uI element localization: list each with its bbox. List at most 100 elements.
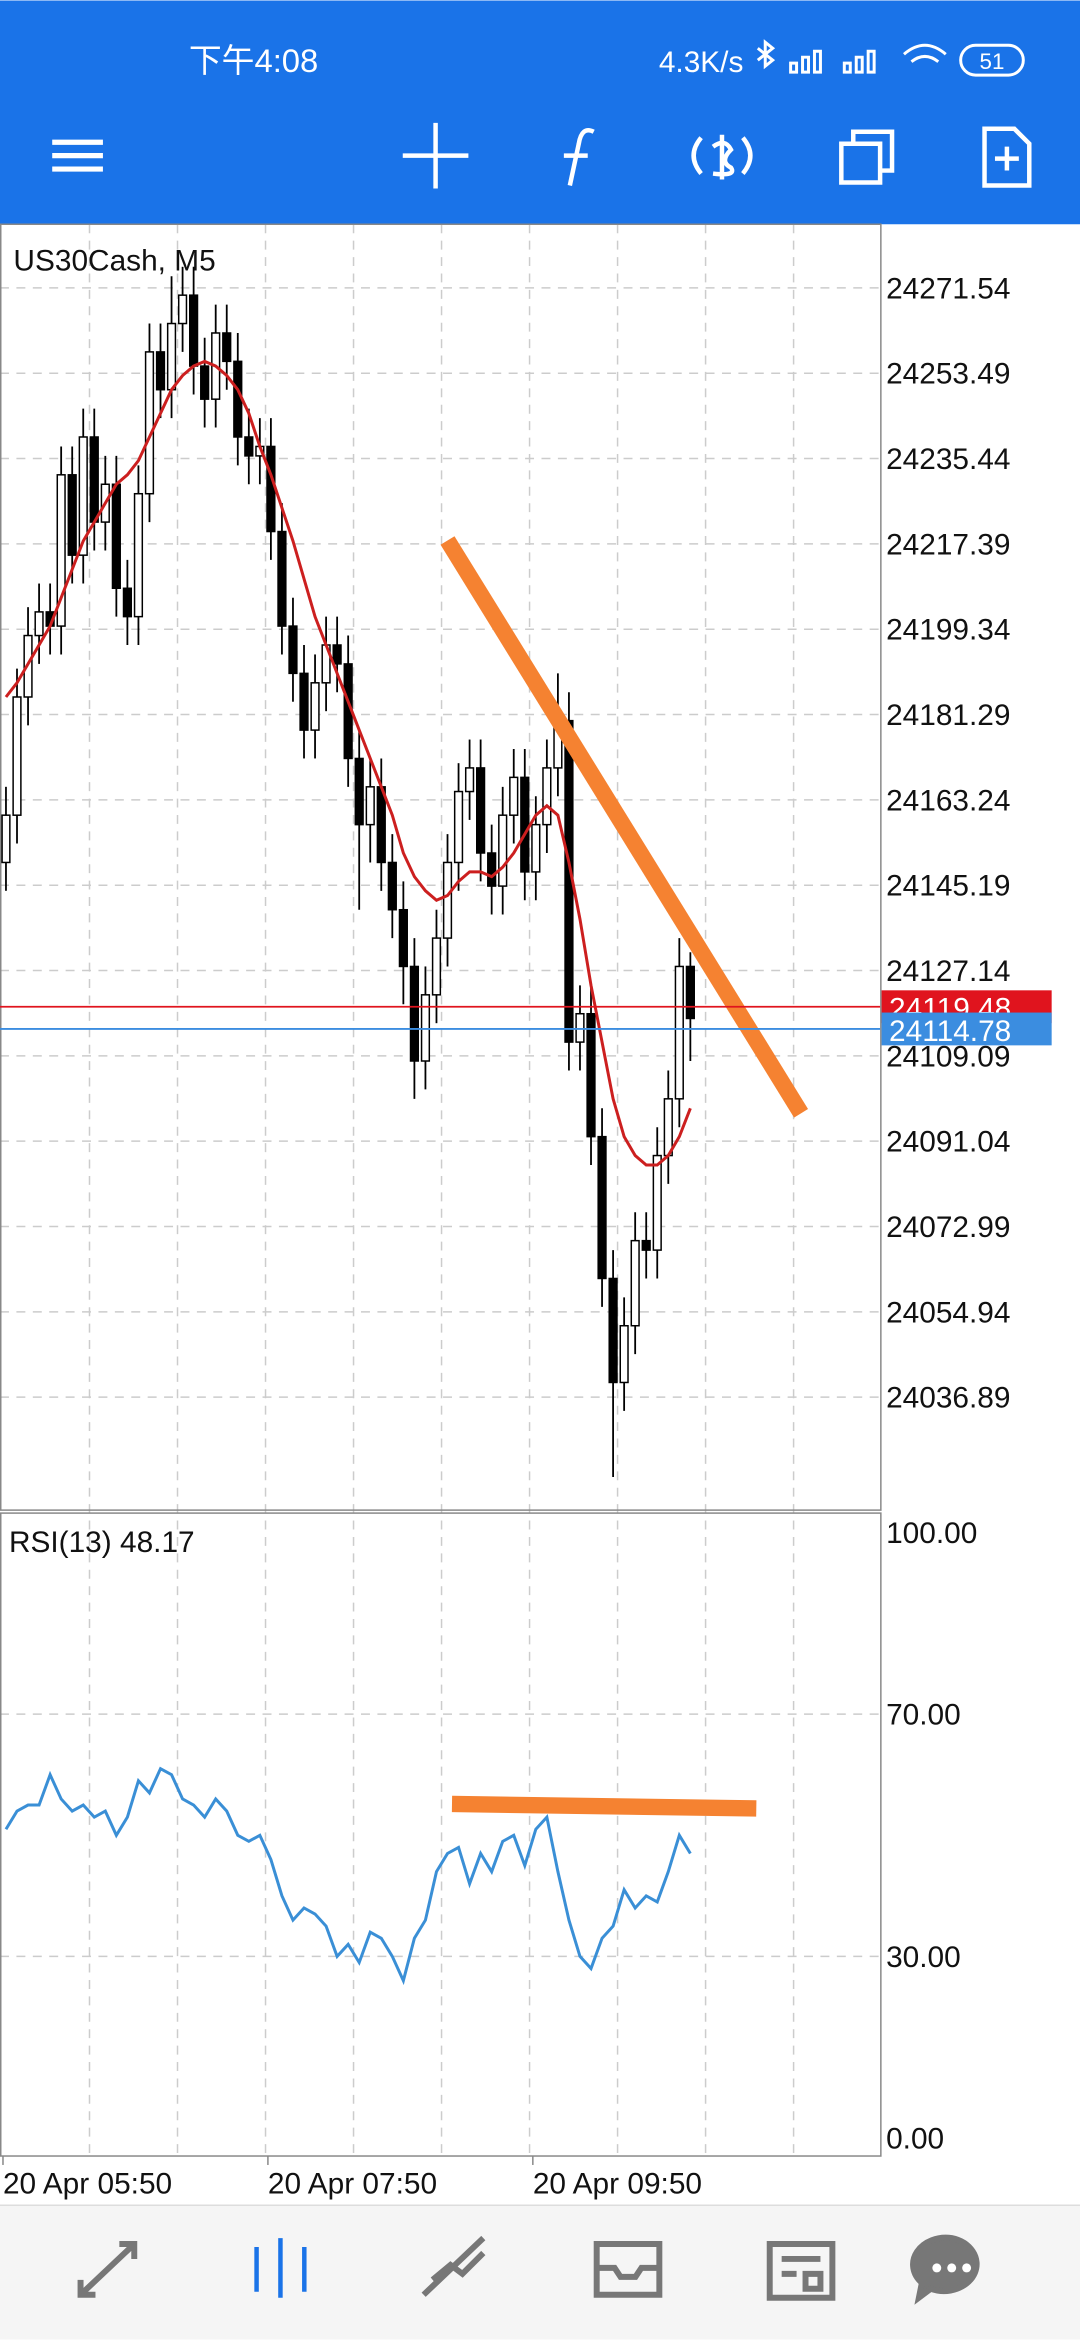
candle-body <box>685 965 695 1020</box>
symbol-label: US30Cash, M5 <box>13 244 215 277</box>
rsi-line <box>4 1766 692 1986</box>
toolbar <box>52 122 1032 189</box>
rsi-pane <box>0 1512 882 2157</box>
y-tick-label: 24145.19 <box>886 870 1010 903</box>
candle-body <box>277 530 287 627</box>
y-tick-label: 24217.39 <box>886 528 1010 561</box>
nav-chart[interactable] <box>254 2238 307 2298</box>
candle-body <box>111 483 121 590</box>
candle-body <box>542 767 552 826</box>
candle-body <box>56 474 66 627</box>
battery-level: 51 <box>980 49 1005 74</box>
candle-body <box>608 1277 618 1384</box>
candle-body <box>520 776 530 873</box>
rsi-tick-label: 30.00 <box>886 1941 961 1974</box>
candle-body <box>155 351 166 391</box>
candle-body <box>78 436 88 556</box>
candle-body <box>630 1239 640 1327</box>
y-tick-label: 24036.89 <box>886 1382 1010 1415</box>
candle-body <box>34 611 44 637</box>
candle-body <box>442 861 453 939</box>
y-tick-label: 24199.34 <box>886 614 1010 647</box>
menu-button[interactable] <box>52 139 103 172</box>
candle-body <box>299 672 309 731</box>
nav-history[interactable] <box>593 2241 663 2298</box>
nav-quotes[interactable] <box>77 2241 138 2298</box>
candle-body <box>431 937 442 996</box>
candle-body <box>200 365 210 400</box>
candle-body <box>575 1012 585 1043</box>
candle-body <box>674 965 684 1100</box>
rsi-tick-label: 0.00 <box>886 2123 944 2156</box>
candle-body <box>641 1239 651 1251</box>
status-speed: 4.3K/s <box>659 46 744 79</box>
ask-label: 24114.78 <box>889 1015 1011 1048</box>
nav-news[interactable] <box>766 2241 836 2301</box>
candle-body <box>188 294 199 367</box>
candle-body <box>619 1324 629 1384</box>
status-time: 下午4:08 <box>189 42 318 79</box>
candle-body <box>166 322 177 391</box>
windows-button[interactable] <box>839 129 895 185</box>
bottom-nav <box>0 2205 1080 2340</box>
candle-body <box>177 294 188 325</box>
rsi-label: RSI(13) 48.17 <box>9 1526 195 1559</box>
candle-body <box>288 625 298 675</box>
candle-body <box>420 994 431 1062</box>
nav-chat[interactable] <box>910 2234 980 2305</box>
candle-body <box>652 1154 662 1251</box>
y-tick-label: 24181.29 <box>886 699 1010 732</box>
x-tick-label: 20 Apr 05:50 <box>3 2167 172 2200</box>
candle-body <box>332 644 342 665</box>
candle-body <box>233 360 243 438</box>
y-tick-label: 24072.99 <box>886 1211 1010 1244</box>
candle-body <box>487 852 497 887</box>
y-tick-label: 24054.94 <box>886 1296 1010 1329</box>
trend-line <box>440 536 809 1118</box>
candle-body <box>122 587 133 618</box>
candle-body <box>509 776 519 816</box>
candle-body <box>597 1135 607 1280</box>
candle-body <box>133 492 144 618</box>
app-bar <box>0 0 1080 225</box>
status-icons <box>756 39 947 74</box>
indicators-button[interactable] <box>563 128 595 186</box>
candle-body <box>376 786 386 864</box>
y-tick-label: 24127.14 <box>886 955 1010 988</box>
nav-trade[interactable] <box>421 2235 486 2297</box>
new-order-button[interactable] <box>982 126 1032 188</box>
trade-button[interactable] <box>691 134 753 180</box>
candle-body <box>531 823 541 873</box>
nav-icons <box>77 2234 980 2305</box>
candle-body <box>1 814 11 864</box>
candle-body <box>222 332 232 363</box>
candle-body <box>663 1098 673 1157</box>
candle-body <box>498 814 508 887</box>
rsi-trend-line <box>451 1795 757 1817</box>
x-tick-label: 20 Apr 07:50 <box>268 2167 437 2200</box>
candle-body <box>586 1012 596 1138</box>
candle-body <box>354 757 364 826</box>
candle-body <box>464 767 475 793</box>
y-tick-label: 24091.04 <box>886 1126 1010 1159</box>
chat-dots <box>932 2263 972 2273</box>
candle-body <box>387 861 397 911</box>
rsi-tick-label: 100.00 <box>886 1517 977 1550</box>
crosshair-button[interactable] <box>402 122 469 189</box>
candle-body <box>409 965 420 1062</box>
y-tick-label: 24109.09 <box>886 1040 1010 1073</box>
y-tick-label: 24163.24 <box>886 784 1010 817</box>
candle-body <box>365 786 375 826</box>
ask-box <box>881 1012 1052 1046</box>
y-tick-label: 24253.49 <box>886 358 1010 391</box>
battery <box>959 43 1025 77</box>
candle-body <box>476 767 486 854</box>
candle-body <box>12 696 22 816</box>
candle-body <box>89 436 99 523</box>
chart: 24271.54 24253.49 24235.44 24217.39 24199.34… <box>0 223 1052 2200</box>
price-pane <box>0 223 882 1511</box>
candle-body <box>144 351 155 495</box>
candle-body <box>310 682 320 731</box>
candle-body <box>453 790 464 864</box>
